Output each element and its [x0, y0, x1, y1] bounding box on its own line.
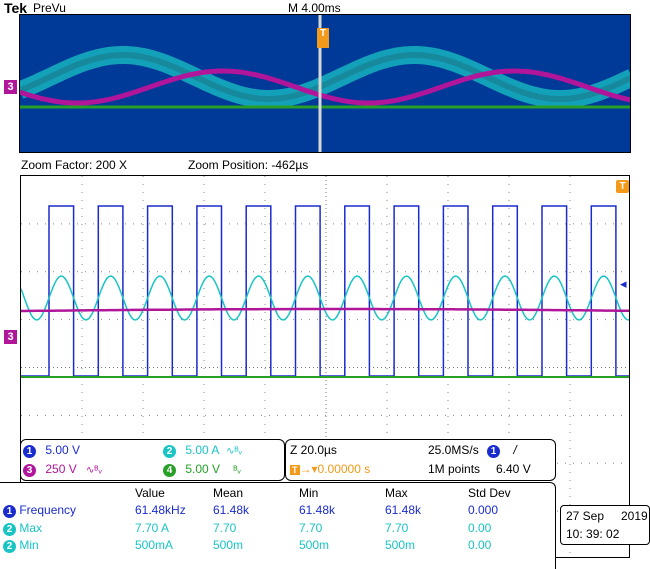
- trigger-position-icon: T: [290, 465, 300, 475]
- col-header-mean: Mean: [213, 486, 244, 500]
- col-header-stddev: Std Dev: [468, 486, 511, 500]
- ch2-scale: 5.00 A: [185, 443, 219, 457]
- col-header-min: Min: [299, 486, 319, 500]
- ch2-current-trace: [21, 275, 629, 321]
- row-min: 7.70: [299, 521, 323, 535]
- row-channel-badge: 1: [3, 505, 16, 518]
- ch3-voltage-trace: [21, 307, 629, 313]
- row-measurement-name: Frequency: [19, 503, 77, 517]
- ch2-settings[interactable]: 2 5.00 A ∿ᴮᵥ: [163, 443, 242, 458]
- row-max: 7.70: [385, 521, 409, 535]
- ch2-overview-core: [20, 52, 630, 102]
- ch1-badge: 1: [23, 445, 36, 458]
- row-measurement-name: Max: [19, 521, 43, 535]
- ch4-scale: 5.00 V: [185, 462, 221, 476]
- ch3-scale: 250 V: [45, 462, 77, 476]
- trigger-level-arrow-icon: ◂: [620, 276, 627, 291]
- zoom-factor: Zoom Factor: 200 X: [21, 158, 128, 172]
- ch4-settings[interactable]: 4 5.00 V ᴮᵥ: [163, 462, 241, 477]
- ch1-scale: 5.00 V: [45, 443, 81, 457]
- ch3-overview-trace: [20, 68, 630, 106]
- row-value: 500mA: [135, 538, 174, 552]
- overview-waveform-panel[interactable]: [19, 14, 631, 153]
- ch2-badge: 2: [163, 445, 176, 458]
- trigger-marker[interactable]: T: [616, 180, 629, 193]
- row-max: 61.48k: [385, 503, 422, 517]
- channel-settings-panel[interactable]: 1 5.00 V 2 5.00 A ∿ᴮᵥ 3 250 V ∿ᴮᵥ 4 5.00…: [20, 439, 285, 481]
- row-channel-badge: 2: [3, 540, 16, 553]
- ch4-badge: 4: [163, 464, 176, 477]
- time-label: 10: 39: 02: [566, 527, 620, 541]
- row-value: 7.70 A: [135, 521, 170, 535]
- ch3-badge: 3: [23, 464, 36, 477]
- trigger-position-arrow-icon: →▾: [299, 462, 318, 476]
- row-stddev: 0.00: [468, 521, 492, 535]
- datetime-panel: 27 Sep 2019 10: 39: 02: [560, 505, 650, 545]
- row-channel-badge: 2: [3, 523, 16, 536]
- row-stddev: 0.00: [468, 538, 492, 552]
- ch3-coupling-icon: ∿ᴮᵥ: [86, 465, 102, 476]
- main-timebase: M 4.00ms: [288, 1, 341, 15]
- ch1-square-trace: [21, 205, 629, 377]
- row-max: 500m: [385, 538, 416, 552]
- row-mean: 61.48k: [213, 503, 250, 517]
- brand-label: Tek: [4, 0, 28, 16]
- trigger-source[interactable]: 1 /: [487, 443, 517, 458]
- year-label: 2019: [621, 509, 648, 523]
- measurement-table[interactable]: Value Mean Min Max Std Dev 1 Frequency 6…: [0, 482, 556, 569]
- trigger-position[interactable]: T →▾0.00000 s: [290, 462, 370, 476]
- zoom-position: Zoom Position: -462µs: [188, 158, 309, 172]
- ch2-overview-envelope: [20, 46, 630, 108]
- sample-rate: 25.0MS/s: [428, 443, 479, 457]
- ch3-settings[interactable]: 3 250 V ∿ᴮᵥ: [23, 462, 102, 477]
- col-header-max: Max: [385, 486, 408, 500]
- ch4-coupling-icon: ᴮᵥ: [233, 465, 241, 476]
- zoom-window-marker[interactable]: T: [317, 28, 329, 48]
- row-stddev: 0.000: [468, 503, 499, 517]
- row-measurement-name: Min: [19, 538, 39, 552]
- date-label: 27 Sep: [566, 509, 605, 523]
- horizontal-trigger-panel[interactable]: Z 20.0µs T →▾0.00000 s 25.0MS/s 1M points…: [285, 439, 556, 481]
- rising-edge-icon: /: [513, 443, 517, 457]
- acquisition-mode: PreVu: [33, 1, 66, 15]
- col-header-value: Value: [135, 486, 165, 500]
- row-min: 61.48k: [299, 503, 336, 517]
- ch1-settings[interactable]: 1 5.00 V: [23, 443, 80, 458]
- ch2-coupling-icon: ∿ᴮᵥ: [226, 446, 242, 457]
- row-mean: 7.70: [213, 521, 237, 535]
- ch3-ground-marker[interactable]: 3: [4, 330, 17, 344]
- row-mean: 500m: [213, 538, 244, 552]
- trigger-position-value: 0.00000 s: [317, 462, 371, 476]
- trigger-level: 6.40 V: [496, 462, 531, 476]
- ch3-overview-marker[interactable]: 3: [4, 80, 17, 94]
- row-value: 61.48kHz: [135, 503, 186, 517]
- trigger-source-badge: 1: [487, 445, 500, 458]
- record-length: 1M points: [428, 462, 481, 476]
- zoom-timebase: Z 20.0µs: [290, 443, 337, 457]
- row-min: 500m: [299, 538, 330, 552]
